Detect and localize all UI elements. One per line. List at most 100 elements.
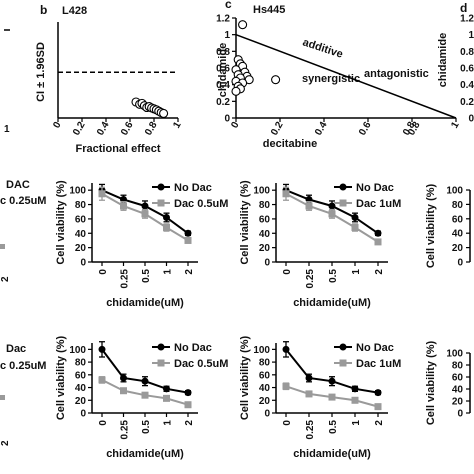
cv-point-circle bbox=[374, 229, 382, 237]
panel-c-additive-line bbox=[235, 33, 457, 119]
cv-x-tick-label: 2 bbox=[374, 269, 385, 275]
cv-right-y-tick-label: 40 bbox=[452, 229, 464, 240]
cv-point-square bbox=[141, 391, 149, 399]
panel-b-x-tick-label: 0.8 bbox=[143, 120, 160, 138]
cv-legend-marker bbox=[157, 183, 165, 191]
cv-legend-label: Dac 0.5uM bbox=[174, 198, 228, 210]
cv-right-y-tick-label: 100 bbox=[446, 349, 463, 360]
cv-y-tick-label: 100 bbox=[253, 186, 270, 197]
cv-point-square bbox=[98, 190, 106, 198]
cv-y-tick-label: 40 bbox=[75, 383, 87, 394]
panel-d-y-tick-label: 1.2 bbox=[460, 14, 474, 25]
cv-legend-marker bbox=[157, 359, 165, 367]
panel-c-x-tick-label: 0 bbox=[229, 120, 242, 131]
cv-point-square bbox=[305, 390, 313, 398]
panel-c-point bbox=[271, 75, 281, 85]
panel-b-point bbox=[159, 108, 169, 118]
left-mid-legend-2: c 0.25uM bbox=[0, 195, 46, 207]
cv-legend-label: Dac 1uM bbox=[356, 358, 401, 370]
cv-x-tick-label: 0.25 bbox=[305, 269, 316, 289]
cv-y-tick-label: 100 bbox=[253, 345, 270, 356]
panel-c-point bbox=[231, 86, 241, 96]
cv-point-circle bbox=[120, 374, 127, 382]
cv-y-tick-label: 80 bbox=[75, 358, 87, 369]
cv-legend-label: No Dac bbox=[174, 182, 212, 194]
cv-y-tick-label: 20 bbox=[75, 396, 87, 407]
panel-d-y-tick-label: 0.6 bbox=[460, 64, 474, 75]
left-bot-marker bbox=[0, 395, 5, 400]
cv-y-tick-label: 0 bbox=[80, 258, 86, 269]
cv-point-circle bbox=[374, 389, 382, 397]
panel-label-c: c bbox=[225, 0, 232, 11]
panel-d-cropped: d chidamide 1.2 1 0.8 0.6 0.4 0.2 0 bbox=[437, 1, 474, 125]
left-bot-tick: 2 bbox=[0, 440, 11, 446]
panel-d-ylabel: chidamide bbox=[437, 33, 449, 87]
panel-b-x-tick-label: 1 bbox=[171, 120, 184, 131]
left-mid-tick: 2 bbox=[0, 276, 11, 282]
left-cropped-fragments: 1 DAC c 0.25uM 2 Dac c 0.25uM 2 bbox=[0, 29, 46, 446]
panel-c-plot: 00.20.40.60.811.20 0.2 0.4 0.6 0.8 10.8 bbox=[216, 14, 462, 138]
panel-b: b L428 CI ± 1.96SD Fractional effect 0 0.… bbox=[35, 3, 184, 155]
cv-point-circle bbox=[351, 385, 359, 393]
cv-point-circle bbox=[184, 389, 192, 397]
cv-point-circle bbox=[98, 345, 106, 353]
cv-point-circle bbox=[328, 377, 336, 385]
cv-x-tick-label: 1 bbox=[163, 420, 174, 426]
cv-point-circle bbox=[328, 202, 336, 210]
cv-right-y-tick-label: 0 bbox=[457, 258, 463, 269]
cv-point-square bbox=[305, 202, 313, 210]
cv-legend-marker bbox=[339, 359, 347, 367]
cell-viability-panel-2: 0 20 40 60 80 100 0 0.25 0.5 1 2 chidamide(uM) Cell … bbox=[239, 180, 401, 309]
cv-x-tick-label: 0 bbox=[282, 269, 293, 275]
panel-b-ylabel: CI ± 1.96SD bbox=[35, 42, 47, 102]
cv-x-tick-label: 0.25 bbox=[305, 420, 316, 440]
panel-label-d: d bbox=[460, 1, 467, 15]
panel-b-x-tick-label: 0.2 bbox=[71, 120, 88, 138]
cv-x-tick-label: 0.5 bbox=[141, 420, 152, 434]
cv-legend-label: Dac 1uM bbox=[356, 198, 401, 210]
cv-xlabel: chidamide(uM) bbox=[106, 297, 184, 309]
panel-c-y-tick-label: 0.8 bbox=[216, 47, 230, 58]
cv-right-y-tick-label: 60 bbox=[452, 214, 464, 225]
cv-y-tick-label: 60 bbox=[75, 214, 87, 225]
left-top-tick: 1 bbox=[4, 124, 10, 135]
cv-point-square bbox=[282, 382, 290, 390]
cv-point-square bbox=[98, 376, 106, 384]
cv-x-tick-label: 2 bbox=[184, 420, 195, 426]
panel-c-y-tick-label: 1.2 bbox=[216, 14, 230, 25]
cv-x-tick-label: 0 bbox=[98, 269, 109, 275]
cv-x-tick-label: 0 bbox=[282, 420, 293, 426]
cv-x-tick-label: 1 bbox=[163, 269, 174, 275]
cv-right-y-tick-label: 20 bbox=[452, 397, 464, 408]
cv-x-tick-label: 0.5 bbox=[141, 269, 152, 283]
cv-x-tick-label: 0.5 bbox=[328, 269, 339, 283]
cv-xlabel: chidamide(uM) bbox=[293, 297, 371, 309]
cv-legend-label: Dac 0.5uM bbox=[174, 358, 228, 370]
cv-point-circle bbox=[305, 374, 313, 382]
cv-point-square bbox=[328, 393, 336, 401]
cv-x-tick-label: 1 bbox=[351, 269, 362, 275]
cv-point-circle bbox=[184, 229, 192, 237]
panel-c-x-tick-label: 0.4 bbox=[313, 120, 330, 138]
cv-y-tick-label: 20 bbox=[259, 243, 271, 254]
cv-point-square bbox=[141, 210, 149, 218]
cell-viability-panel-1: 0 20 40 60 80 100 0 0.25 0.5 1 2 chidamide(uM) Cell … bbox=[55, 180, 228, 309]
panel-c-x-tick-label: 0.2 bbox=[269, 120, 286, 138]
panel-c-y-tick-label: 1 bbox=[224, 30, 230, 41]
panel-c-y-tick-label: 0 bbox=[224, 114, 230, 125]
cv-point-circle bbox=[282, 345, 290, 353]
left-mid-marker bbox=[0, 244, 5, 249]
cv-right-y-tick-label: 0 bbox=[457, 409, 463, 420]
panel-c: c Hs445 chidamide decitabine additive sy… bbox=[216, 0, 462, 150]
cv-point-square bbox=[374, 238, 382, 246]
cv-y-tick-label: 40 bbox=[259, 229, 271, 240]
cv-point-square bbox=[374, 403, 382, 411]
left-bot-legend-1: Dac bbox=[6, 343, 26, 355]
cv-ylabel: Cell viability (%) bbox=[239, 335, 251, 420]
panel-b-x-tick-label: 0.6 bbox=[119, 120, 136, 138]
cv-legend-marker bbox=[339, 183, 347, 191]
cv-point-circle bbox=[141, 377, 149, 385]
panel-label-b: b bbox=[40, 3, 47, 17]
panel-c-y-tick-label: 0.2 bbox=[216, 97, 230, 108]
cell-viability-right-cropped-1: 100 80 60 40 20 0 Cell viability (%) bbox=[425, 183, 471, 269]
